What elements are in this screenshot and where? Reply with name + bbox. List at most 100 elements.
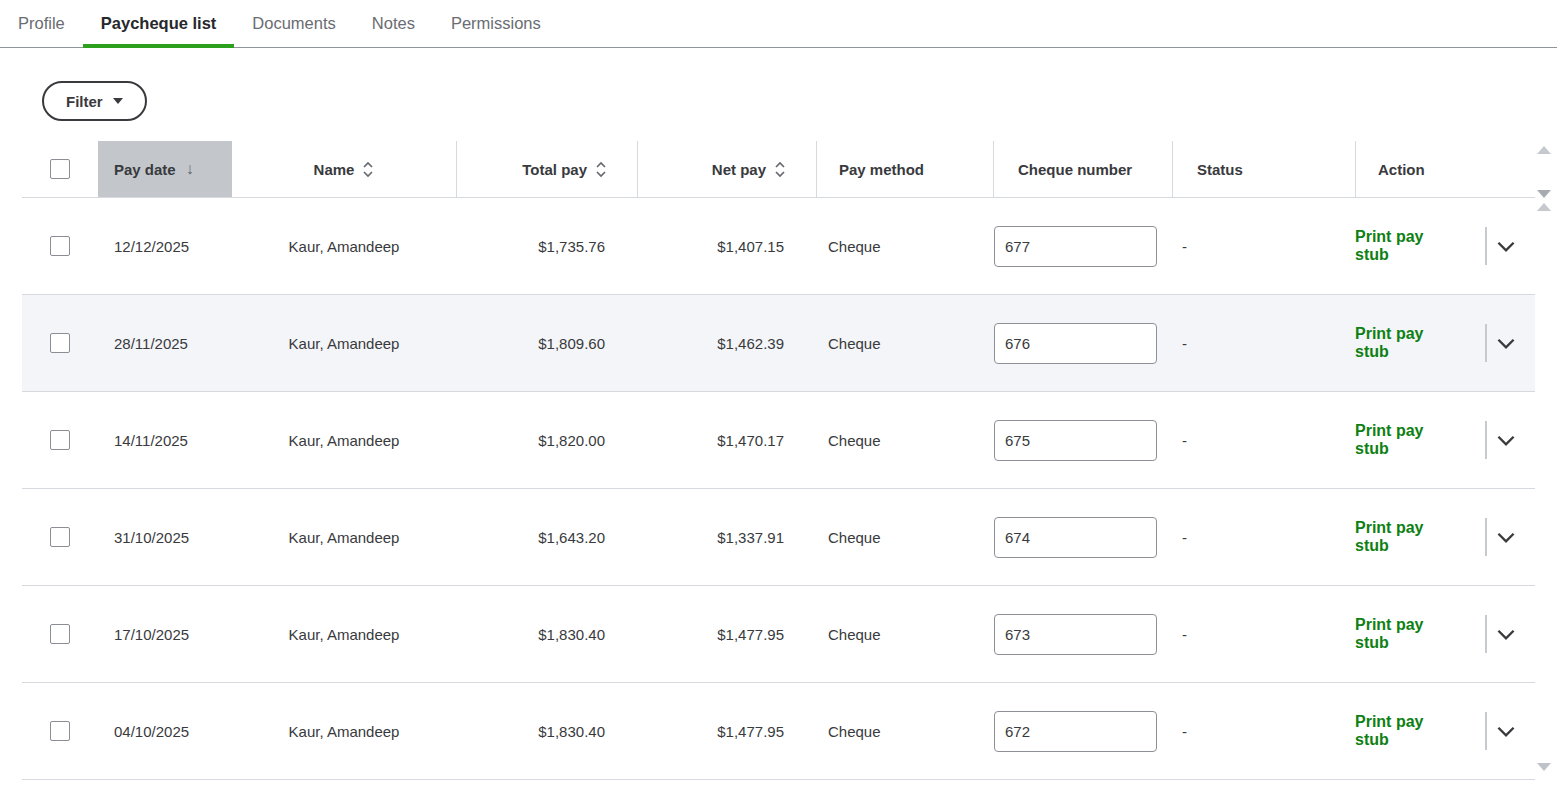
row-checkbox[interactable] (50, 527, 70, 547)
total-pay-cell: $1,643.20 (456, 529, 637, 546)
filter-button-label: Filter (66, 93, 103, 110)
action-divider (1485, 518, 1487, 556)
pay-method-cell: Cheque (816, 335, 993, 352)
status-cell: - (1172, 238, 1355, 255)
scroll-down-arrow-icon[interactable] (1537, 763, 1551, 771)
status-cell: - (1172, 626, 1355, 643)
print-pay-stub-link[interactable]: Print pay stub (1355, 422, 1455, 458)
filter-button[interactable]: Filter (42, 81, 147, 121)
total-pay-cell: $1,820.00 (456, 432, 637, 449)
chevron-down-icon (1493, 621, 1519, 647)
cheque-number-input[interactable] (994, 614, 1157, 655)
action-divider (1485, 615, 1487, 653)
paycheque-table: Pay date ↓ Name Total pay Net pay (22, 141, 1535, 780)
chevron-down-icon (1493, 233, 1519, 259)
total-pay-cell: $1,735.76 (456, 238, 637, 255)
scroll-down-arrow-icon[interactable] (1537, 190, 1551, 198)
tab-profile[interactable]: Profile (0, 0, 83, 47)
row-checkbox[interactable] (50, 236, 70, 256)
name-cell: Kaur, Amandeep (232, 238, 456, 255)
action-divider (1485, 324, 1487, 362)
cheque-number-input[interactable] (994, 517, 1157, 558)
pay-method-cell: Cheque (816, 723, 993, 740)
table-row: 12/12/2025 Kaur, Amandeep $1,735.76 $1,4… (22, 198, 1535, 295)
print-pay-stub-link[interactable]: Print pay stub (1355, 713, 1455, 749)
row-actions-dropdown-button[interactable] (1493, 621, 1519, 647)
pay-date-cell: 12/12/2025 (98, 238, 232, 255)
row-checkbox[interactable] (50, 430, 70, 450)
sort-toggle-icon (362, 161, 374, 178)
pay-date-cell: 14/11/2025 (98, 432, 232, 449)
row-actions-dropdown-button[interactable] (1493, 718, 1519, 744)
select-all-checkbox[interactable] (50, 159, 70, 179)
total-pay-cell: $1,830.40 (456, 626, 637, 643)
net-pay-cell: $1,477.95 (637, 723, 816, 740)
row-actions-dropdown-button[interactable] (1493, 524, 1519, 550)
cheque-number-input[interactable] (994, 711, 1157, 752)
name-cell: Kaur, Amandeep (232, 432, 456, 449)
row-checkbox[interactable] (50, 624, 70, 644)
net-pay-cell: $1,470.17 (637, 432, 816, 449)
sort-toggle-icon (774, 161, 786, 178)
employee-tabs: Profile Paycheque list Documents Notes P… (0, 0, 1557, 48)
total-pay-cell: $1,830.40 (456, 723, 637, 740)
cheque-number-input[interactable] (994, 323, 1157, 364)
table-row: 04/10/2025 Kaur, Amandeep $1,830.40 $1,4… (22, 683, 1535, 780)
net-pay-cell: $1,462.39 (637, 335, 816, 352)
column-header-name[interactable]: Name (232, 141, 456, 197)
column-header-pay-date[interactable]: Pay date ↓ (98, 141, 232, 197)
column-header-cheque-number: Cheque number (993, 141, 1172, 197)
print-pay-stub-link[interactable]: Print pay stub (1355, 325, 1455, 361)
print-pay-stub-link[interactable]: Print pay stub (1355, 616, 1455, 652)
chevron-down-icon (1493, 524, 1519, 550)
action-divider (1485, 421, 1487, 459)
sort-descending-icon: ↓ (186, 160, 194, 178)
scroll-up-arrow-icon[interactable] (1537, 146, 1551, 154)
pay-method-cell: Cheque (816, 626, 993, 643)
column-header-net-pay[interactable]: Net pay (637, 141, 816, 197)
table-header-row: Pay date ↓ Name Total pay Net pay (22, 141, 1535, 198)
chevron-down-icon (1493, 427, 1519, 453)
pay-date-cell: 04/10/2025 (98, 723, 232, 740)
row-checkbox[interactable] (50, 721, 70, 741)
name-cell: Kaur, Amandeep (232, 626, 456, 643)
chevron-down-icon (1493, 718, 1519, 744)
status-cell: - (1172, 723, 1355, 740)
table-row: 28/11/2025 Kaur, Amandeep $1,809.60 $1,4… (22, 295, 1535, 392)
net-pay-cell: $1,337.91 (637, 529, 816, 546)
status-cell: - (1172, 529, 1355, 546)
pay-method-cell: Cheque (816, 529, 993, 546)
print-pay-stub-link[interactable]: Print pay stub (1355, 228, 1455, 264)
column-header-total-pay[interactable]: Total pay (456, 141, 637, 197)
tab-paycheque-list[interactable]: Paycheque list (83, 0, 235, 47)
table-row: 31/10/2025 Kaur, Amandeep $1,643.20 $1,3… (22, 489, 1535, 586)
net-pay-cell: $1,477.95 (637, 626, 816, 643)
column-header-pay-method: Pay method (816, 141, 993, 197)
cheque-number-input[interactable] (994, 420, 1157, 461)
name-cell: Kaur, Amandeep (232, 529, 456, 546)
row-actions-dropdown-button[interactable] (1493, 427, 1519, 453)
total-pay-cell: $1,809.60 (456, 335, 637, 352)
status-cell: - (1172, 335, 1355, 352)
column-header-action: Action (1355, 141, 1535, 197)
caret-down-icon (113, 98, 123, 104)
table-row: 14/11/2025 Kaur, Amandeep $1,820.00 $1,4… (22, 392, 1535, 489)
row-checkbox[interactable] (50, 333, 70, 353)
pay-date-cell: 31/10/2025 (98, 529, 232, 546)
name-cell: Kaur, Amandeep (232, 723, 456, 740)
tab-documents[interactable]: Documents (234, 0, 353, 47)
status-cell: - (1172, 432, 1355, 449)
tab-permissions[interactable]: Permissions (433, 0, 559, 47)
net-pay-cell: $1,407.15 (637, 238, 816, 255)
row-actions-dropdown-button[interactable] (1493, 330, 1519, 356)
row-actions-dropdown-button[interactable] (1493, 233, 1519, 259)
print-pay-stub-link[interactable]: Print pay stub (1355, 519, 1455, 555)
cheque-number-input[interactable] (994, 226, 1157, 267)
table-row: 17/10/2025 Kaur, Amandeep $1,830.40 $1,4… (22, 586, 1535, 683)
scroll-up-arrow-icon[interactable] (1537, 203, 1551, 211)
name-cell: Kaur, Amandeep (232, 335, 456, 352)
action-divider (1485, 712, 1487, 750)
pay-date-cell: 17/10/2025 (98, 626, 232, 643)
tab-notes[interactable]: Notes (354, 0, 433, 47)
pay-method-cell: Cheque (816, 238, 993, 255)
